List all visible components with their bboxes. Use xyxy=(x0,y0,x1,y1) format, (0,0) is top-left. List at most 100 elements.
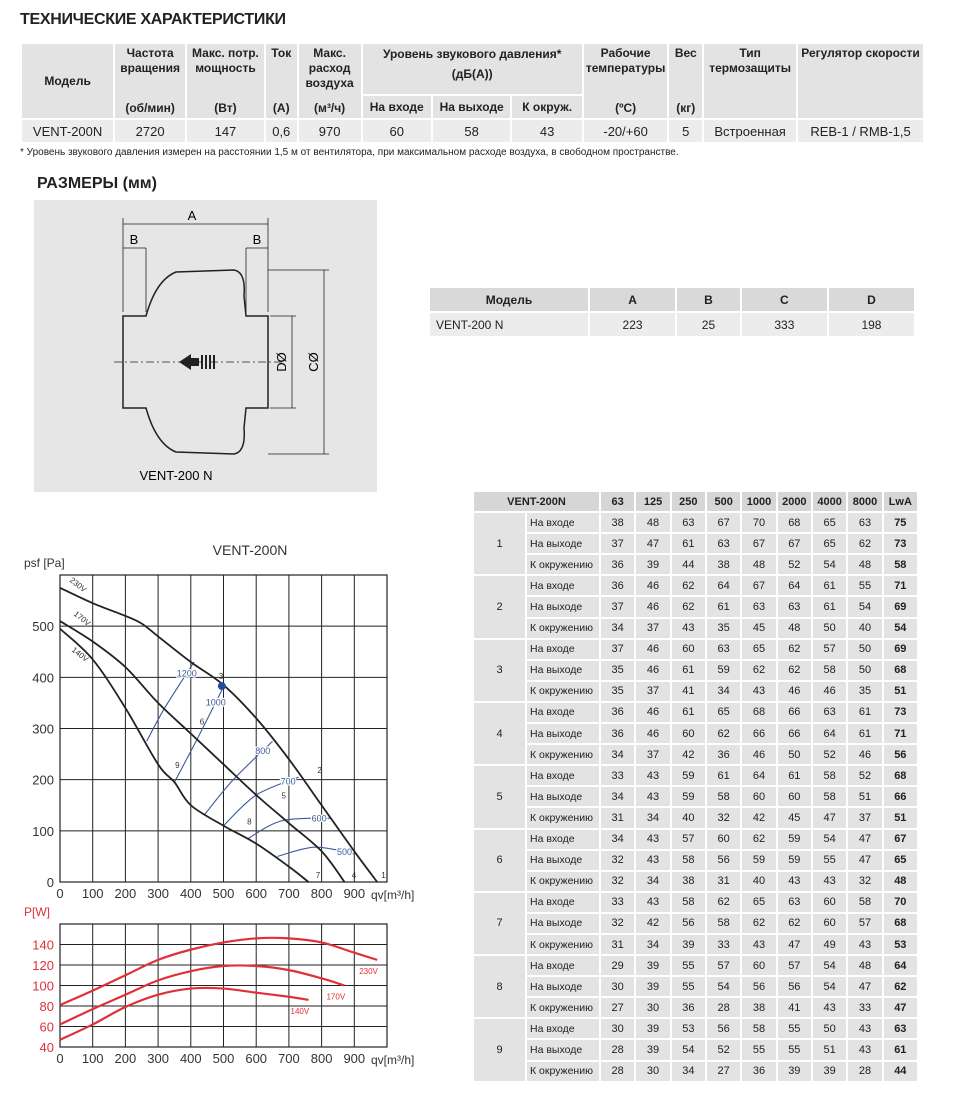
noise-value: 61 xyxy=(810,595,849,619)
iso-line-label: 800 xyxy=(255,746,270,756)
y-tick-label: 140 xyxy=(32,938,54,953)
y-tick-label: 40 xyxy=(40,1040,54,1055)
point-label: 2 xyxy=(317,766,322,775)
noise-row: К окружению 35 37 41 34 43 46 46 35 51 xyxy=(473,679,920,703)
noise-value: 62 xyxy=(704,890,743,914)
noise-value: 35 xyxy=(599,658,637,682)
noise-value: 50 xyxy=(810,1017,849,1041)
x-tick-label: 600 xyxy=(245,886,267,901)
noise-value: 57 xyxy=(810,637,849,661)
noise-value: 60 xyxy=(740,785,778,809)
x-tick-label: 700 xyxy=(278,886,300,901)
noise-row: На выходе 34 43 59 58 60 60 58 51 66 xyxy=(473,785,920,809)
point-label: 1 xyxy=(381,871,386,880)
noise-value: 35 xyxy=(599,679,637,703)
cell-weight: 5 xyxy=(667,118,705,144)
noise-value: 32 xyxy=(599,911,637,935)
noise-value: 55 xyxy=(740,1038,778,1062)
noise-value: 43 xyxy=(669,616,708,640)
noise-value: 60 xyxy=(775,785,813,809)
series-line-230V xyxy=(59,936,378,1006)
noise-value: 73 xyxy=(881,532,920,556)
x-tick-label: 200 xyxy=(115,886,137,901)
noise-value: 46 xyxy=(634,658,672,682)
noise-value: 50 xyxy=(810,616,849,640)
iso-line-label: 1000 xyxy=(206,697,226,707)
cell-flow: 970 xyxy=(296,118,363,144)
noise-value: 56 xyxy=(669,911,708,935)
dim-label-b-left: B xyxy=(130,232,139,247)
y-tick-label: 80 xyxy=(40,999,54,1014)
page-title: ТЕХНИЧЕСКИЕ ХАРАКТЕРИСТИКИ xyxy=(20,11,286,28)
noise-value: 61 xyxy=(669,700,708,725)
noise-value: 61 xyxy=(704,764,743,788)
y-tick-label: 300 xyxy=(32,722,54,737)
noise-value: 46 xyxy=(634,637,672,661)
noise-value: 62 xyxy=(775,658,813,682)
unit-flow: (м³/ч) xyxy=(314,101,346,115)
noise-value: 43 xyxy=(846,1038,884,1062)
noise-value: 34 xyxy=(634,869,672,893)
noise-header: 1000 xyxy=(740,489,778,514)
noise-value: 34 xyxy=(599,616,637,640)
unit-noise: (дБ(А)) xyxy=(451,67,493,81)
noise-value: 42 xyxy=(740,806,778,830)
noise-row: 9 На входе 30 39 53 56 58 55 50 43 63 xyxy=(472,1017,920,1083)
spec-row: VENT-200N 2720 147 0,6 970 60 58 43 -20/… xyxy=(19,118,925,144)
noise-value: 48 xyxy=(634,511,672,535)
noise-row: К окружению 34 37 43 35 45 48 50 40 54 xyxy=(473,616,920,640)
series-line-170V xyxy=(59,620,346,883)
noise-value: 63 xyxy=(740,595,778,619)
noise-value: 46 xyxy=(634,700,672,725)
point-label: 9 xyxy=(175,761,180,770)
noise-value: 59 xyxy=(669,785,708,809)
noise-value: 37 xyxy=(599,595,637,619)
noise-point-id: 8 xyxy=(472,954,527,1020)
noise-header: VENT-200N xyxy=(471,489,602,514)
noise-value: 36 xyxy=(740,1059,778,1083)
series-line-140V xyxy=(59,628,310,883)
noise-value: 47 xyxy=(881,996,920,1020)
noise-value: 65 xyxy=(740,637,778,661)
noise-value: 32 xyxy=(599,869,637,893)
plot-frame xyxy=(59,923,388,1048)
iso-line-label: 700 xyxy=(281,777,296,787)
noise-value: 48 xyxy=(775,616,813,640)
noise-position: На входе xyxy=(524,954,602,978)
noise-value: 34 xyxy=(669,1059,708,1083)
noise-row: 7 На входе 33 43 58 62 65 63 60 58 70 xyxy=(472,890,920,957)
noise-value: 56 xyxy=(775,975,813,999)
noise-value: 67 xyxy=(775,532,813,556)
series-label: 230V xyxy=(359,967,378,976)
noise-header: 250 xyxy=(669,489,708,514)
noise-position: К окружению xyxy=(524,806,602,830)
noise-value: 36 xyxy=(599,700,637,725)
noise-value: 56 xyxy=(704,1017,743,1041)
noise-value: 67 xyxy=(740,532,778,556)
header-rpm: Частота вращения xyxy=(120,46,181,75)
noise-value: 56 xyxy=(740,975,778,999)
noise-row: 4 На входе 36 46 61 65 68 66 63 61 73 xyxy=(472,700,920,767)
noise-value: 29 xyxy=(599,954,637,978)
noise-value: 40 xyxy=(846,616,884,640)
noise-value: 30 xyxy=(634,996,672,1020)
noise-value: 60 xyxy=(704,827,743,851)
header-flow: Макс. расход воздуха xyxy=(305,46,354,90)
noise-row: К окружению 31 34 39 33 43 47 49 43 53 xyxy=(473,932,920,957)
noise-position: На выходе xyxy=(524,658,602,682)
noise-row: 1 На входе 38 48 63 67 70 68 65 63 75 xyxy=(472,511,920,577)
noise-value: 43 xyxy=(846,1017,884,1041)
noise-value: 57 xyxy=(704,954,743,978)
noise-position: На выходе xyxy=(524,785,602,809)
noise-value: 45 xyxy=(740,616,778,640)
noise-value: 63 xyxy=(881,1017,920,1041)
noise-value: 39 xyxy=(810,1059,849,1083)
noise-row: К окружению 28 30 34 27 36 39 39 28 44 xyxy=(473,1059,920,1083)
noise-value: 47 xyxy=(775,932,813,957)
point-label: 6 xyxy=(200,718,205,727)
noise-value: 52 xyxy=(704,1038,743,1062)
noise-value: 70 xyxy=(740,511,778,535)
noise-value: 43 xyxy=(634,827,672,851)
noise-value: 60 xyxy=(669,637,708,661)
noise-value: 47 xyxy=(810,806,849,830)
